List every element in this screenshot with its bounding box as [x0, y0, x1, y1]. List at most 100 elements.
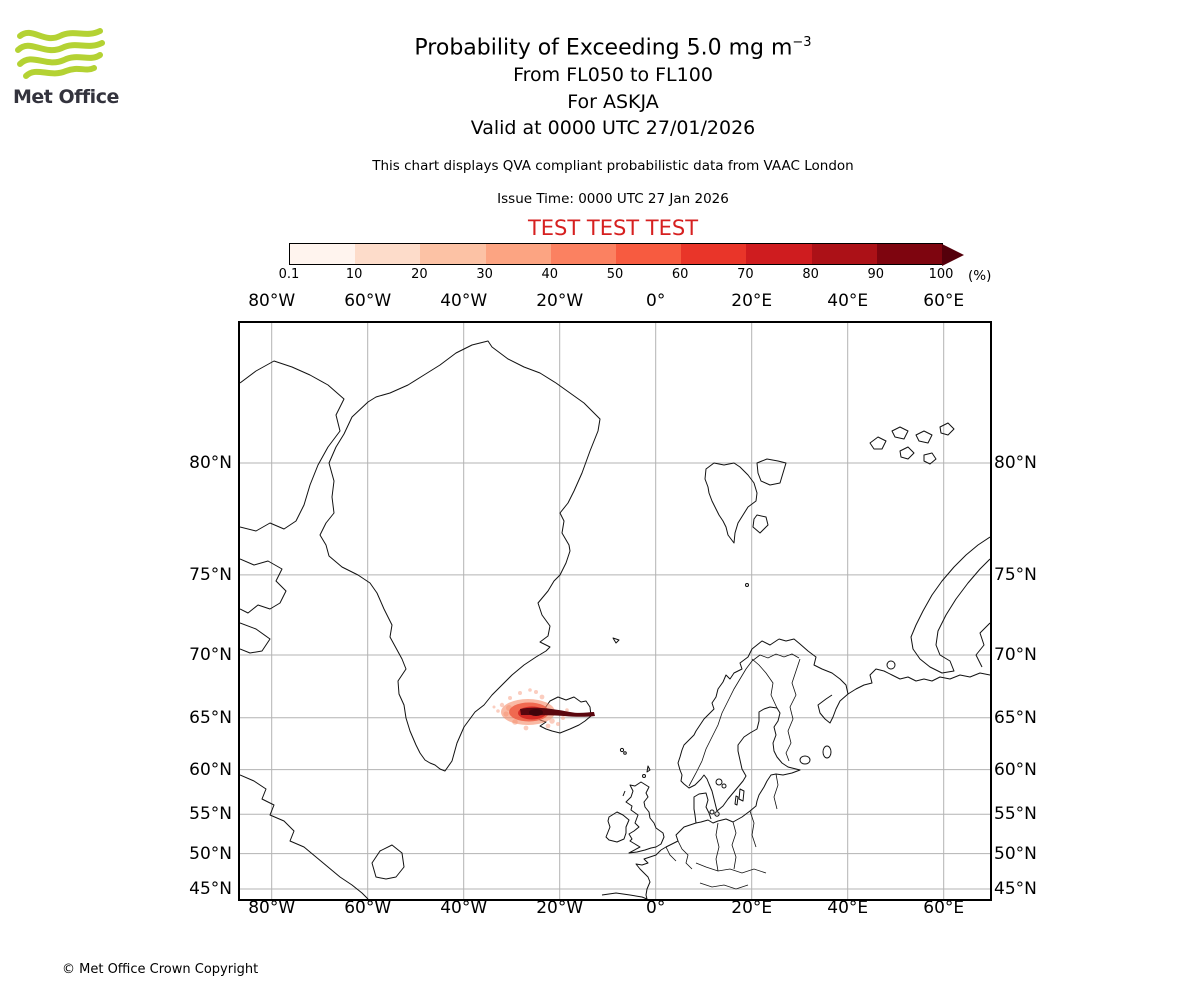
colorbar-tick-label: 30 — [476, 267, 493, 282]
gridlines — [240, 323, 990, 899]
colorbar-segment — [876, 244, 943, 264]
page-title-exponent: −3 — [792, 35, 812, 50]
colorbar-segment — [811, 244, 877, 264]
lake-vanern — [715, 778, 723, 786]
coastline-nordaustlandet — [756, 458, 787, 486]
lake-ladoga — [799, 755, 811, 765]
x-axis-label-top: 20°E — [731, 291, 773, 311]
y-axis-label-right: 50°N — [994, 843, 1037, 864]
y-axis-label-right: 70°N — [994, 645, 1037, 665]
x-axis-label-bottom: 80°W — [248, 898, 296, 918]
coastlines — [240, 340, 990, 899]
y-axis-label-right: 65°N — [994, 707, 1037, 728]
coastline-bear-island — [745, 583, 749, 587]
coastline-north-sea-europe — [660, 822, 697, 851]
coastline-shetland — [646, 765, 651, 773]
met-office-logo-icon — [15, 28, 105, 79]
coastline-arctic-islands — [240, 558, 287, 614]
map-svg — [240, 323, 990, 899]
colorbar-tick-label: 40 — [541, 267, 559, 282]
met-office-logo — [14, 22, 106, 80]
x-axis-label-top: 0° — [646, 291, 666, 311]
colorbar-arrow — [942, 244, 964, 266]
map-frame — [238, 321, 992, 901]
y-axis-label-left: 55°N — [189, 804, 232, 825]
coastline-jan-mayen — [612, 637, 620, 644]
y-axis-label-left: 45°N — [189, 879, 232, 899]
y-axis-label-left: 50°N — [189, 843, 232, 864]
colorbar-tick-label: 50 — [606, 267, 624, 282]
coastline-gotland — [738, 788, 745, 802]
coastline-great-britain — [625, 781, 665, 854]
coastline-ireland — [605, 811, 630, 843]
coastline-kolguyev — [886, 660, 896, 670]
y-axis-label-right: 80°N — [994, 453, 1037, 473]
colorbar-segment — [681, 244, 747, 264]
coastline-franz-josef-land — [869, 422, 955, 465]
y-axis-label-left: 75°N — [189, 564, 232, 585]
colorbar-segment — [420, 244, 486, 264]
y-axis-label-right: 60°N — [994, 759, 1037, 780]
page-title-text: Probability of Exceeding 5.0 mg m — [414, 35, 793, 61]
colorbar-unit: (%) — [968, 268, 992, 284]
x-axis-label-bottom: 0° — [646, 898, 666, 918]
x-axis-label-bottom: 40°W — [440, 898, 488, 918]
country-borders — [665, 653, 801, 890]
x-axis-label-top: 60°E — [923, 291, 965, 311]
y-axis-label-right: 75°N — [994, 564, 1037, 585]
x-axis-label-bottom: 20°W — [536, 898, 584, 918]
subtitle-valid-time: Valid at 0000 UTC 27/01/2026 — [470, 117, 756, 139]
x-axis-label-bottom: 60°E — [923, 898, 965, 918]
coastline-vaygach — [975, 622, 990, 668]
ash-plume-core — [529, 709, 543, 716]
coastline-ellesmere — [240, 360, 345, 532]
coastline-novaya-zemlya — [910, 536, 990, 674]
x-axis-label-bottom: 60°W — [344, 898, 392, 918]
coastline-danish-isles — [709, 809, 715, 815]
copyright-notice: © Met Office Crown Copyright — [62, 962, 259, 977]
logo-text: Met Office — [13, 86, 119, 108]
colorbar-segment — [485, 244, 551, 264]
coastline-greenland — [319, 340, 601, 772]
coastline-russia-arctic — [847, 668, 990, 695]
coastline-oland — [734, 795, 739, 806]
y-axis-label-left: 80°N — [189, 453, 232, 473]
coastline-arctic-islands — [240, 622, 271, 654]
colorbar-segment — [616, 244, 682, 264]
x-axis-label-top: 60°W — [344, 291, 392, 311]
coastline-spain-north — [601, 892, 648, 899]
x-axis-label-top: 20°W — [536, 291, 584, 311]
y-axis-label-left: 60°N — [189, 759, 232, 780]
ash-plume — [492, 688, 595, 731]
colorbar-tick-label: 100 — [928, 267, 954, 282]
x-axis-label-top: 80°W — [248, 291, 296, 311]
coastline-newfoundland — [371, 844, 405, 880]
coastline-faroes — [623, 751, 627, 755]
lake-vattern — [721, 783, 727, 789]
coastline-kola-white-sea — [778, 638, 849, 724]
colorbar-segments — [289, 243, 943, 265]
x-axis-label-top: 40°E — [827, 291, 869, 311]
colorbar-ticks: 0.1 10 20 30 40 50 60 70 80 90 100 — [279, 267, 954, 283]
chart-description: This chart displays QVA compliant probab… — [372, 158, 854, 174]
y-axis-label-left: 70°N — [189, 645, 232, 665]
colorbar-tick-label: 20 — [411, 267, 428, 282]
coastline-hebrides — [622, 790, 626, 797]
x-axis-label-bottom: 40°E — [827, 898, 869, 918]
colorbar-tick-label: 0.1 — [278, 267, 300, 282]
issue-time: Issue Time: 0000 UTC 27 Jan 2026 — [497, 191, 729, 207]
colorbar-segment — [355, 244, 421, 264]
colorbar-segment — [746, 244, 812, 264]
colorbar-segment — [550, 244, 617, 264]
coastline-faroes — [619, 747, 625, 753]
coastline-spitsbergen — [704, 462, 758, 544]
page-title: Probability of Exceeding 5.0 mg m−3 — [414, 30, 811, 61]
y-axis-label-right: 55°N — [994, 804, 1037, 825]
colorbar-segment — [290, 244, 356, 264]
coastline-france-atlantic — [635, 849, 662, 899]
colorbar-tick-label: 80 — [802, 267, 819, 282]
colorbar-tick-label: 90 — [867, 267, 885, 282]
y-axis-label-right: 45°N — [994, 879, 1037, 899]
coastline-scandinavia — [677, 638, 801, 824]
colorbar-tick-label: 70 — [737, 267, 754, 282]
